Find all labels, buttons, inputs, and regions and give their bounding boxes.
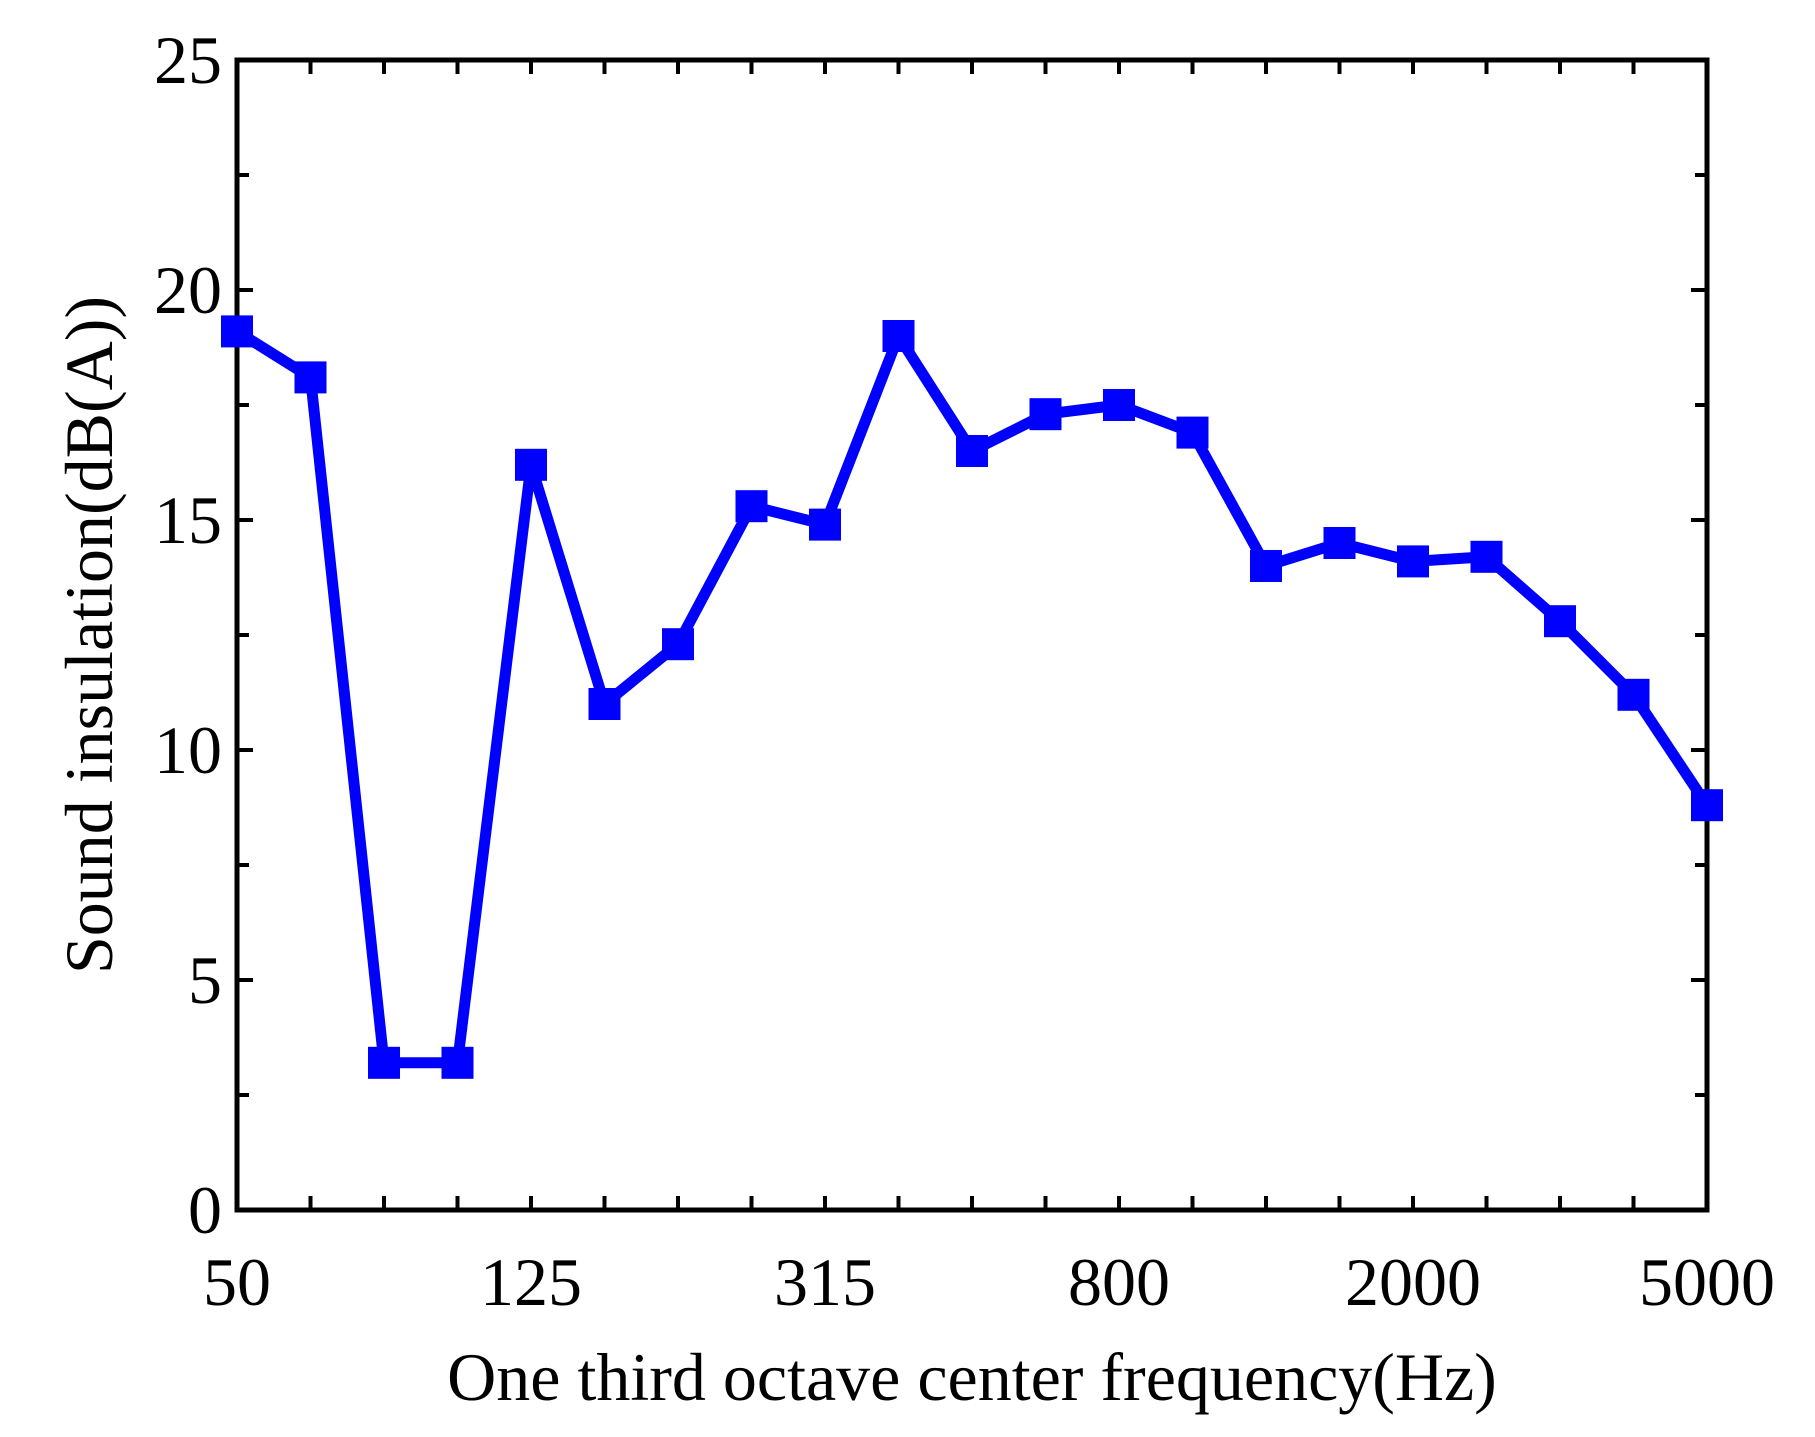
data-point-3150 (1544, 605, 1576, 638)
x-axis-title: One third octave center frequency(Hz) (447, 1339, 1497, 1415)
data-point-315 (809, 508, 841, 541)
data-point-50 (221, 315, 253, 348)
data-point-250 (735, 490, 768, 523)
x-tick-label: 800 (1068, 1244, 1170, 1320)
data-point-800 (1103, 389, 1135, 421)
axis-ticks (235, 58, 1709, 1212)
y-tick-label: 20 (154, 252, 222, 328)
x-tick-label: 2000 (1345, 1244, 1481, 1320)
y-tick-label: 0 (188, 1172, 222, 1248)
data-point-4000 (1617, 678, 1650, 711)
x-tick-label: 5000 (1639, 1244, 1775, 1320)
data-point-2500 (1470, 540, 1503, 573)
data-point-63 (294, 361, 327, 394)
data-point-1000 (1176, 416, 1209, 449)
data-point-2000 (1397, 545, 1429, 578)
y-tick-label: 25 (154, 22, 222, 98)
y-tick-label: 5 (188, 942, 222, 1018)
data-point-400 (882, 320, 915, 352)
x-tick-label: 50 (203, 1244, 271, 1320)
data-point-500 (956, 435, 988, 467)
data-point-160 (588, 688, 621, 720)
data-point-5000 (1691, 789, 1723, 822)
y-axis-title: Sound insulation(dB(A)) (51, 296, 127, 974)
data-point-200 (662, 628, 694, 661)
data-point-80 (368, 1046, 400, 1079)
data-point-1250 (1250, 550, 1282, 582)
data-point-100 (441, 1046, 474, 1079)
series-markers (221, 315, 1723, 1079)
x-tick-label: 315 (774, 1244, 876, 1320)
x-tick-label: 125 (480, 1244, 582, 1320)
data-point-1600 (1323, 527, 1356, 559)
axis-tick-labels: 50 125 315 800 2000 5000 0 5 10 15 20 25 (154, 22, 1775, 1320)
y-tick-label: 15 (154, 482, 222, 558)
data-point-125 (515, 448, 547, 481)
y-tick-label: 10 (154, 712, 222, 788)
data-point-630 (1029, 398, 1062, 431)
